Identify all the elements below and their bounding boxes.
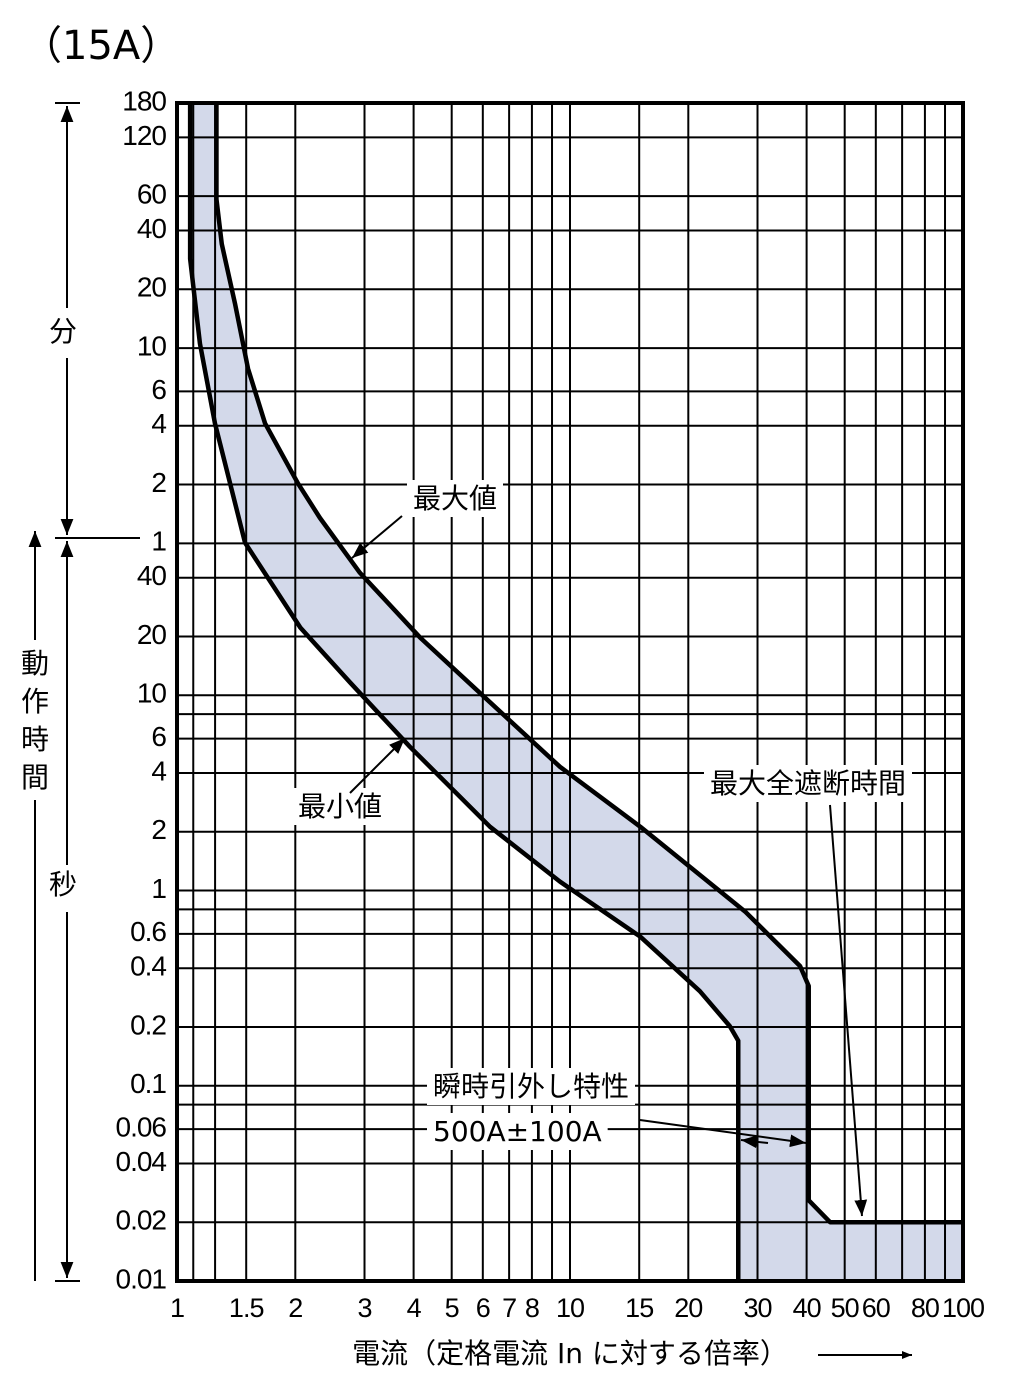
- annotation-backing: [703, 765, 913, 802]
- x-tick-label: 2: [288, 1293, 302, 1323]
- y-tick-label: 0.4: [130, 951, 166, 982]
- x-tick-label: 6: [476, 1293, 490, 1323]
- x-tick-label: 80: [911, 1293, 939, 1323]
- annotation-arrow: [349, 737, 406, 794]
- y-tick-label: 4: [151, 755, 166, 786]
- x-tick-label: 40: [793, 1293, 821, 1323]
- y-tick-label: 20: [137, 272, 167, 303]
- annotation-arrow: [351, 515, 403, 559]
- y-axis-label: 間: [21, 761, 49, 794]
- y-axis-label: 秒: [49, 868, 77, 901]
- label-backing: [46, 864, 80, 905]
- curve: [214, 103, 963, 1225]
- y-tick-label: 0.01: [116, 1263, 167, 1294]
- y-tick-label: 180: [122, 85, 166, 116]
- y-tick-label: 20: [137, 619, 167, 650]
- label-layer: 1 1.5 2 3 4 5 6 7 8 10 15 20 30 40 50 60 80 1000.010.020.…: [21, 85, 985, 1323]
- y-tick-label: 4: [151, 408, 166, 439]
- annotation-arrow: [639, 1119, 807, 1148]
- curve: [187, 103, 741, 1281]
- chart-title: （15A）: [22, 23, 180, 69]
- label-backing: [46, 311, 80, 352]
- x-tick-label: 5: [445, 1293, 459, 1323]
- background-layer: [190, 103, 964, 1281]
- annotation-backing: [427, 1068, 636, 1105]
- annotation-backing: [291, 788, 389, 825]
- annotation: 最小値: [298, 790, 382, 823]
- y-tick-label: 0.06: [116, 1111, 167, 1142]
- annotation: 瞬時引外し特性: [433, 1070, 629, 1103]
- y-tick-label: 10: [137, 330, 167, 361]
- annotation-arrow: [740, 1135, 769, 1149]
- annotation-backing: [406, 480, 504, 517]
- x-tick-label: 60: [862, 1293, 890, 1323]
- y-tick-label: 0.04: [116, 1146, 167, 1177]
- annotation: 最大全遮断時間: [710, 767, 906, 800]
- y-tick-label: 6: [151, 721, 166, 752]
- x-tick-label: 8: [525, 1293, 539, 1323]
- y-axis-label: 時: [21, 723, 49, 756]
- y-tick-label: 60: [137, 179, 167, 210]
- y-tick-label: 1: [151, 526, 166, 557]
- y-tick-label: 2: [151, 814, 166, 845]
- x-tick-label: 3: [357, 1293, 371, 1323]
- x-tick-label: 50: [831, 1293, 859, 1323]
- y-tick-label: 0.2: [130, 1009, 166, 1040]
- x-axis-label: 電流（定格電流 In に対する倍率）: [352, 1337, 788, 1370]
- y-tick-label: 6: [151, 374, 166, 405]
- y-tick-label: 0.02: [116, 1205, 167, 1236]
- x-tick-label: 20: [674, 1293, 702, 1323]
- x-tick-label: 4: [407, 1293, 422, 1323]
- annotation: 500A±100A: [433, 1115, 602, 1148]
- x-tick-label: 10: [556, 1293, 584, 1323]
- y-tick-label: 2: [151, 467, 166, 498]
- x-tick-label: 100: [942, 1293, 984, 1323]
- y-axis-label: 動: [21, 647, 49, 680]
- y-tick-label: 0.1: [130, 1068, 166, 1099]
- annotation-arrow: [829, 804, 868, 1217]
- band-fill: [190, 103, 964, 1281]
- y-tick-label: 40: [137, 560, 167, 591]
- y-tick-label: 40: [137, 213, 167, 244]
- curve-layer: [175, 101, 965, 1283]
- x-tick-label: 7: [502, 1293, 516, 1323]
- annotation-backing: [427, 1113, 608, 1150]
- plot-frame: [175, 101, 965, 1283]
- y-axis-label: 分: [49, 315, 77, 348]
- x-tick-label: 15: [625, 1293, 653, 1323]
- x-tick-label: 30: [743, 1293, 771, 1323]
- y-tick-label: 0.6: [130, 916, 166, 947]
- y-tick-label: 1: [151, 873, 166, 904]
- x-tick-label: 1: [170, 1293, 184, 1323]
- annotation: 最大値: [413, 482, 497, 515]
- y-tick-label: 120: [122, 120, 166, 151]
- y-axis-label: 作: [21, 685, 49, 718]
- y-tick-label: 10: [137, 678, 167, 709]
- x-tick-label: 1.5: [229, 1293, 264, 1323]
